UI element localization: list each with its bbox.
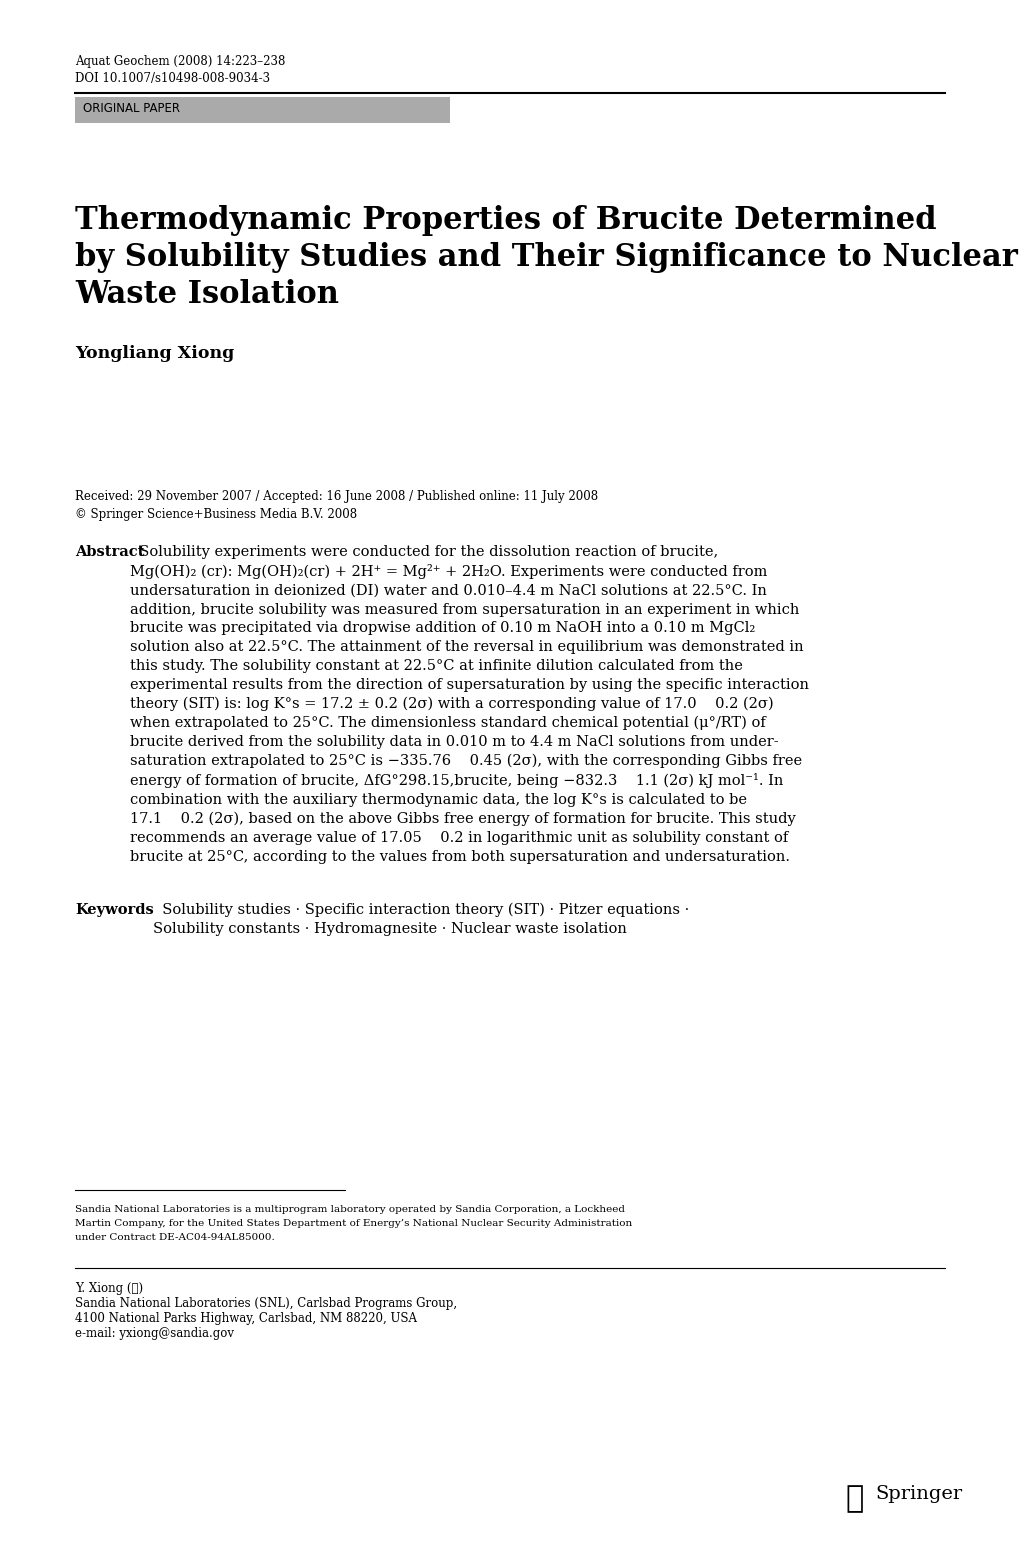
- Text: Aquat Geochem (2008) 14:223–238: Aquat Geochem (2008) 14:223–238: [75, 56, 285, 68]
- Text: Yongliang Xiong: Yongliang Xiong: [75, 345, 234, 362]
- Text: DOI 10.1007/s10498-008-9034-3: DOI 10.1007/s10498-008-9034-3: [75, 73, 270, 85]
- Text: by Solubility Studies and Their Significance to Nuclear: by Solubility Studies and Their Signific…: [75, 243, 1017, 274]
- Text: Waste Isolation: Waste Isolation: [75, 278, 338, 311]
- Text: Sandia National Laboratories (SNL), Carlsbad Programs Group,: Sandia National Laboratories (SNL), Carl…: [75, 1297, 457, 1309]
- Text: © Springer Science+Business Media B.V. 2008: © Springer Science+Business Media B.V. 2…: [75, 509, 357, 521]
- Text: Solubility studies · Specific interaction theory (SIT) · Pitzer equations ·
Solu: Solubility studies · Specific interactio…: [153, 903, 689, 937]
- Bar: [75, 97, 449, 124]
- Text: Received: 29 November 2007 / Accepted: 16 June 2008 / Published online: 11 July : Received: 29 November 2007 / Accepted: 1…: [75, 490, 597, 502]
- Text: Thermodynamic Properties of Brucite Determined: Thermodynamic Properties of Brucite Dete…: [75, 206, 935, 237]
- Text: Solubility experiments were conducted for the dissolution reaction of brucite,
M: Solubility experiments were conducted fo…: [129, 546, 808, 864]
- Text: Y. Xiong (✉): Y. Xiong (✉): [75, 1282, 143, 1296]
- Text: e-mail: yxiong@sandia.gov: e-mail: yxiong@sandia.gov: [75, 1326, 233, 1340]
- Text: Martin Company, for the United States Department of Energy’s National Nuclear Se: Martin Company, for the United States De…: [75, 1218, 632, 1228]
- Text: Sandia National Laboratories is a multiprogram laboratory operated by Sandia Cor: Sandia National Laboratories is a multip…: [75, 1204, 625, 1214]
- Text: 4100 National Parks Highway, Carlsbad, NM 88220, USA: 4100 National Parks Highway, Carlsbad, N…: [75, 1313, 417, 1325]
- Text: under Contract DE-AC04-94AL85000.: under Contract DE-AC04-94AL85000.: [75, 1234, 274, 1241]
- Text: Abstract: Abstract: [75, 546, 145, 560]
- Text: Springer: Springer: [874, 1486, 961, 1503]
- Text: Keywords: Keywords: [75, 903, 154, 917]
- Text: ORIGINAL PAPER: ORIGINAL PAPER: [83, 102, 179, 114]
- Text: ℒ: ℒ: [844, 1483, 862, 1514]
